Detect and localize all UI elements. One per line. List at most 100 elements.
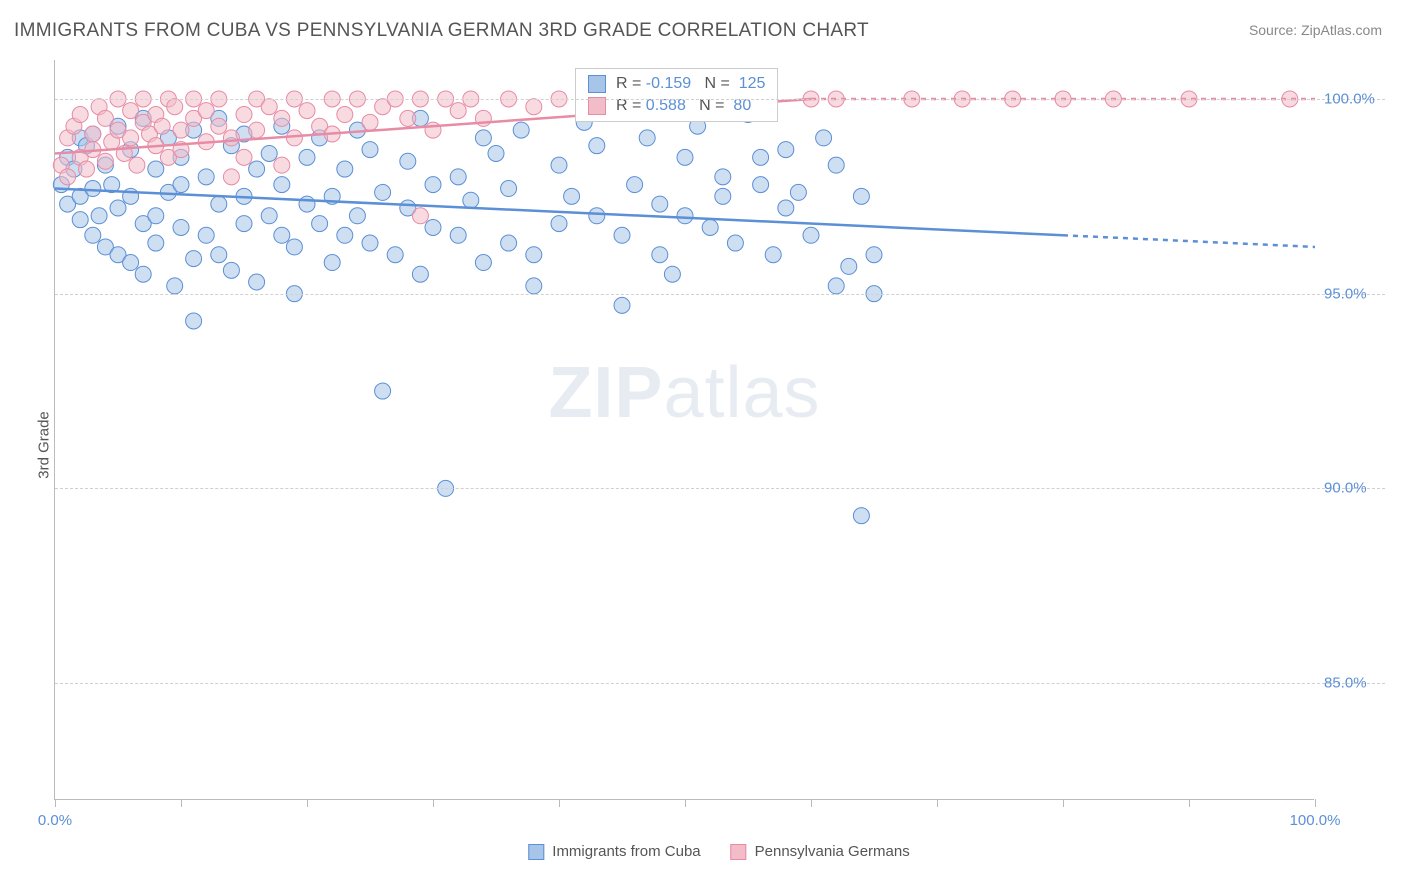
scatter-point bbox=[589, 138, 605, 154]
x-tick bbox=[937, 799, 938, 807]
scatter-point bbox=[501, 235, 517, 251]
scatter-point bbox=[274, 227, 290, 243]
scatter-point bbox=[475, 255, 491, 271]
scatter-point bbox=[299, 196, 315, 212]
scatter-point bbox=[123, 130, 139, 146]
scatter-point bbox=[60, 169, 76, 185]
scatter-point bbox=[400, 153, 416, 169]
scatter-point bbox=[564, 188, 580, 204]
scatter-point bbox=[513, 122, 529, 138]
source-attribution: Source: ZipAtlas.com bbox=[1249, 22, 1382, 38]
scatter-point bbox=[312, 216, 328, 232]
y-tick-label: 90.0% bbox=[1324, 480, 1384, 497]
scatter-point bbox=[652, 196, 668, 212]
scatter-point bbox=[274, 110, 290, 126]
scatter-point bbox=[72, 212, 88, 228]
scatter-point bbox=[85, 181, 101, 197]
gridline bbox=[55, 294, 1385, 295]
scatter-point bbox=[639, 130, 655, 146]
scatter-point bbox=[778, 200, 794, 216]
scatter-point bbox=[816, 130, 832, 146]
legend-swatch bbox=[731, 844, 747, 860]
x-tick bbox=[1189, 799, 1190, 807]
scatter-point bbox=[853, 508, 869, 524]
x-tick bbox=[433, 799, 434, 807]
legend-item: Pennsylvania Germans bbox=[731, 843, 910, 860]
scatter-point bbox=[223, 169, 239, 185]
scatter-point bbox=[412, 266, 428, 282]
scatter-point bbox=[463, 192, 479, 208]
x-tick-label: 100.0% bbox=[1290, 812, 1341, 829]
scatter-point bbox=[173, 219, 189, 235]
scatter-point bbox=[727, 235, 743, 251]
stats-box: R = -0.159 N = 125R = 0.588 N = 80 bbox=[575, 68, 778, 122]
scatter-point bbox=[337, 227, 353, 243]
scatter-point bbox=[79, 161, 95, 177]
scatter-point bbox=[186, 251, 202, 267]
scatter-point bbox=[154, 118, 170, 134]
scatter-point bbox=[765, 247, 781, 263]
scatter-point bbox=[387, 247, 403, 263]
scatter-point bbox=[412, 208, 428, 224]
scatter-point bbox=[677, 208, 693, 224]
scatter-point bbox=[501, 181, 517, 197]
scatter-point bbox=[198, 169, 214, 185]
scatter-point bbox=[841, 258, 857, 274]
scatter-point bbox=[853, 188, 869, 204]
scatter-point bbox=[186, 313, 202, 329]
scatter-point bbox=[286, 130, 302, 146]
scatter-point bbox=[85, 126, 101, 142]
legend-item: Immigrants from Cuba bbox=[528, 843, 700, 860]
scatter-point bbox=[261, 99, 277, 115]
y-tick-label: 100.0% bbox=[1324, 90, 1384, 107]
scatter-point bbox=[173, 177, 189, 193]
scatter-point bbox=[450, 169, 466, 185]
scatter-point bbox=[223, 130, 239, 146]
x-tick bbox=[559, 799, 560, 807]
legend-swatch bbox=[528, 844, 544, 860]
x-tick bbox=[811, 799, 812, 807]
chart-container: 3rd Grade ZIPatlas R = -0.159 N = 125R =… bbox=[54, 60, 1384, 830]
scatter-point bbox=[677, 149, 693, 165]
gridline bbox=[55, 488, 1385, 489]
scatter-point bbox=[349, 208, 365, 224]
scatter-point bbox=[274, 177, 290, 193]
scatter-point bbox=[753, 177, 769, 193]
x-tick bbox=[307, 799, 308, 807]
stats-swatch bbox=[588, 75, 606, 93]
scatter-point bbox=[148, 208, 164, 224]
scatter-point bbox=[715, 188, 731, 204]
scatter-point bbox=[261, 145, 277, 161]
scatter-point bbox=[286, 239, 302, 255]
scatter-point bbox=[375, 383, 391, 399]
legend-label: Pennsylvania Germans bbox=[755, 843, 910, 860]
scatter-point bbox=[450, 103, 466, 119]
chart-title: IMMIGRANTS FROM CUBA VS PENNSYLVANIA GER… bbox=[14, 20, 869, 42]
scatter-point bbox=[375, 184, 391, 200]
x-tick bbox=[685, 799, 686, 807]
scatter-point bbox=[450, 227, 466, 243]
scatter-point bbox=[337, 107, 353, 123]
scatter-point bbox=[337, 161, 353, 177]
scatter-point bbox=[614, 297, 630, 313]
x-tick bbox=[181, 799, 182, 807]
scatter-point bbox=[167, 278, 183, 294]
scatter-point bbox=[261, 208, 277, 224]
scatter-point bbox=[198, 103, 214, 119]
scatter-point bbox=[526, 278, 542, 294]
scatter-point bbox=[299, 149, 315, 165]
scatter-point bbox=[135, 266, 151, 282]
scatter-point bbox=[475, 130, 491, 146]
scatter-point bbox=[526, 247, 542, 263]
scatter-point bbox=[551, 216, 567, 232]
scatter-point bbox=[778, 142, 794, 158]
scatter-point bbox=[614, 227, 630, 243]
scatter-point bbox=[173, 122, 189, 138]
scatter-point bbox=[828, 278, 844, 294]
scatter-point bbox=[249, 122, 265, 138]
stats-text: R = -0.159 N = 125 bbox=[616, 75, 765, 93]
scatter-point bbox=[790, 184, 806, 200]
scatter-point bbox=[123, 255, 139, 271]
scatter-point bbox=[97, 153, 113, 169]
scatter-point bbox=[236, 216, 252, 232]
